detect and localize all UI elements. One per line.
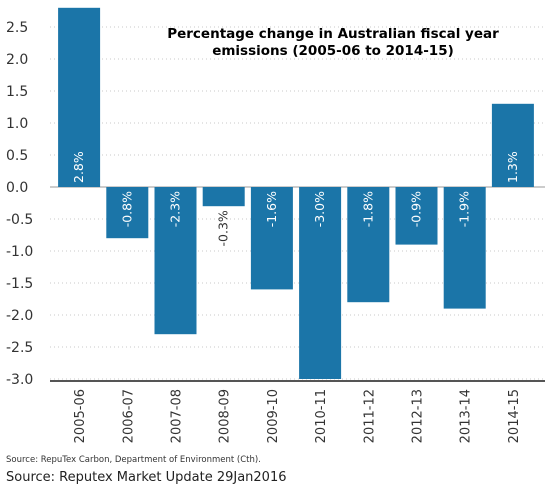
data-label: -0.3%: [216, 210, 231, 246]
x-tick-label: 2005-06: [73, 389, 88, 443]
source-caption: Source: Reputex Market Update 29Jan2016: [6, 470, 287, 485]
data-label: 2.8%: [71, 151, 86, 183]
data-label: -0.8%: [119, 191, 134, 227]
y-tick-label: 2.0: [6, 52, 28, 68]
y-tick-label: 0.0: [6, 180, 28, 196]
x-tick-label: 2010-11: [314, 389, 329, 443]
data-label: -3.0%: [312, 191, 327, 227]
data-label: -2.3%: [168, 191, 183, 227]
x-axis-ticks: 2005-06 2006-07 2007-08 2008-09 2009-10 2010-…: [50, 380, 545, 443]
y-tick-label: -3.0: [6, 372, 33, 388]
x-tick-label: 2012-13: [411, 389, 426, 443]
bar: [347, 187, 390, 303]
source-note: Source: RepuTex Carbon, Department of En…: [6, 455, 261, 465]
y-tick-label: -0.5: [6, 212, 33, 228]
x-tick-label: 2011-12: [362, 389, 377, 443]
bar: [58, 7, 101, 187]
y-tick-label: 1.0: [6, 116, 28, 132]
data-label: -1.6%: [264, 191, 279, 227]
bar: [250, 187, 293, 290]
bar: [299, 187, 342, 379]
bar: [106, 187, 149, 239]
data-label: -1.9%: [457, 191, 472, 227]
bar: [202, 187, 245, 207]
x-tick-label: 2013-14: [459, 389, 474, 443]
y-tick-label: -2.0: [6, 308, 33, 324]
bar-chart: 2.5 2.0 1.5 1.0 0.5 0.0 -0.5 -1.0 -1.5 -2.0 -2.5 -3…: [6, 7, 545, 443]
bar: [443, 187, 486, 309]
chart-title-line: Percentage change in Australian fiscal y…: [167, 26, 499, 42]
bars: [58, 7, 534, 379]
bar: [154, 187, 197, 335]
y-axis-ticks: 2.5 2.0 1.5 1.0 0.5 0.0 -0.5 -1.0 -1.5 -2.0 -2.5 -3…: [6, 20, 33, 388]
y-tick-label: 1.5: [6, 84, 28, 100]
x-tick-label: 2007-08: [170, 389, 185, 443]
y-tick-label: -1.5: [6, 276, 33, 292]
data-label: -0.9%: [409, 191, 424, 227]
y-tick-label: 2.5: [6, 20, 28, 36]
y-tick-label: 0.5: [6, 148, 28, 164]
data-labels: 2.8% -0.8% -2.3% -0.3% -1.6% -3.0% -1.8% -0.9% -…: [71, 151, 520, 246]
y-tick-label: -1.0: [6, 244, 33, 260]
chart-title: Percentage change in Australian fiscal y…: [167, 26, 499, 59]
x-tick-label: 2006-07: [121, 389, 136, 443]
data-label: -1.8%: [360, 191, 375, 227]
y-tick-label: -2.5: [6, 340, 33, 356]
bar: [491, 103, 534, 187]
x-tick-label: 2014-15: [507, 389, 522, 443]
data-label: 1.3%: [505, 151, 520, 183]
bar: [395, 187, 438, 245]
x-tick-label: 2009-10: [266, 389, 281, 443]
chart-title-line: emissions (2005-06 to 2014-15): [212, 43, 454, 59]
x-tick-label: 2008-09: [218, 389, 233, 443]
